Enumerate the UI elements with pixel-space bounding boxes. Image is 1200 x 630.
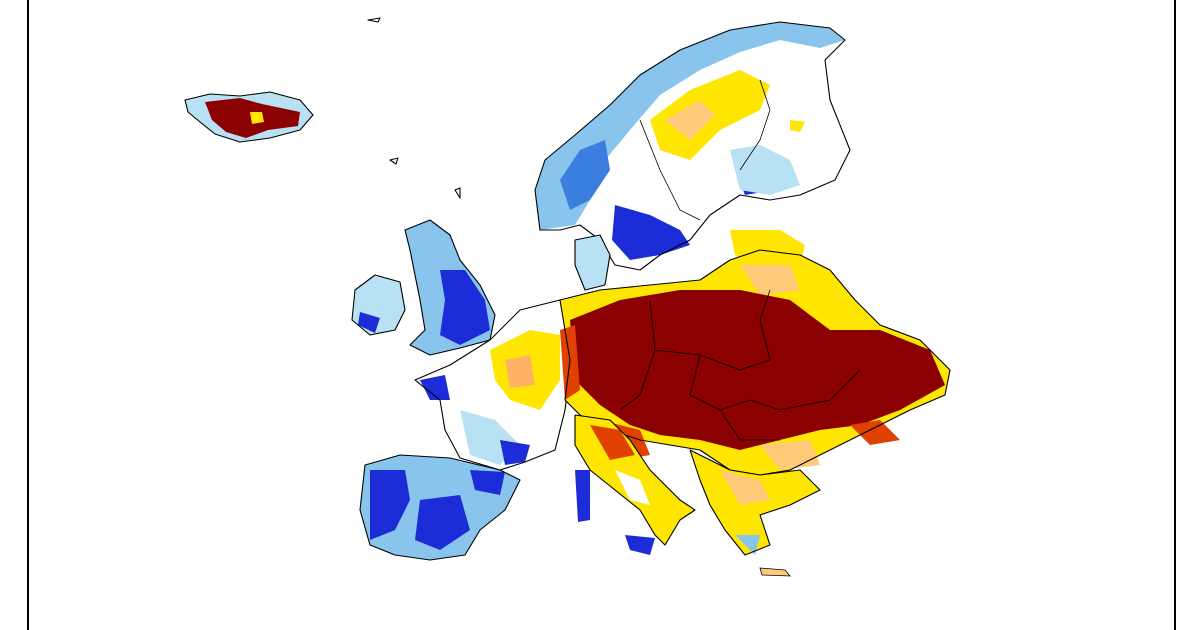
denmark xyxy=(575,235,610,290)
balkans xyxy=(689,449,821,577)
great-britain xyxy=(404,219,496,356)
scandinavia xyxy=(534,21,851,271)
iberia xyxy=(359,454,521,561)
island xyxy=(367,17,381,23)
ireland xyxy=(351,274,406,336)
iceland xyxy=(184,91,314,143)
island xyxy=(389,157,399,165)
europe-map xyxy=(184,17,951,577)
france xyxy=(414,299,576,471)
island xyxy=(454,187,461,199)
italy xyxy=(574,414,696,555)
